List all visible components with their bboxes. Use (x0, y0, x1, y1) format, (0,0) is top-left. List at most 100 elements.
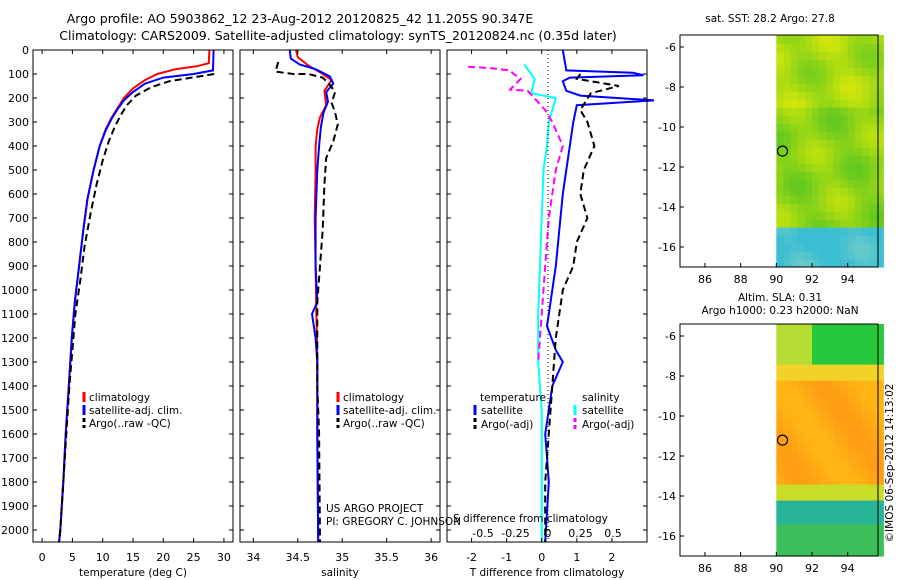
heatmap-cell (826, 404, 834, 413)
heatmap-cell (804, 396, 813, 405)
heatmap-cell (804, 508, 813, 517)
heatmap-cell (840, 115, 849, 124)
heatmap-cell (876, 324, 884, 333)
heatmap-cell (854, 540, 863, 549)
heatmap-cell (847, 259, 856, 268)
heatmap-cell (854, 404, 863, 413)
heatmap-cell (869, 155, 877, 164)
x-tick-label: 34 (246, 551, 260, 564)
heatmap-cell (812, 131, 820, 140)
legend-argo-label: Argo(..raw -QC) (343, 418, 425, 430)
heatmap-cell (840, 396, 849, 405)
heatmap-cell (833, 91, 842, 100)
heatmap-cell (869, 484, 877, 493)
heatmap-cell (804, 372, 813, 381)
heatmap-cell (847, 348, 856, 357)
heatmap-cell (861, 508, 870, 517)
heatmap-cell (840, 380, 849, 389)
heatmap-cell (819, 99, 827, 108)
heatmap-cell (819, 396, 827, 405)
heatmap-cell (819, 348, 827, 357)
salinity-x-label: salinity (321, 567, 359, 579)
heatmap-cell (819, 500, 827, 509)
heatmap-cell (819, 332, 827, 341)
heatmap-cell (847, 332, 856, 341)
heatmap-cell (819, 219, 827, 228)
heatmap-cell (869, 436, 877, 445)
heatmap-cell (854, 147, 863, 156)
latitude-tick-label: -14 (658, 201, 676, 214)
heatmap-cell (819, 163, 827, 172)
heatmap-cell (876, 404, 884, 413)
heatmap-cell (876, 500, 884, 509)
sst-heatmap (776, 35, 884, 268)
heatmap-cell (833, 324, 842, 333)
longitude-tick-label: 92 (805, 562, 819, 575)
heatmap-cell (861, 420, 870, 429)
heatmap-cell (819, 187, 827, 196)
heatmap-cell (790, 420, 799, 429)
heatmap-cell (797, 508, 806, 517)
heatmap-cell (854, 548, 863, 557)
heatmap-cell (812, 428, 820, 437)
temperature-legend: climatology satellite-adj. clim. Argo(..… (82, 392, 182, 430)
heatmap-cell (861, 235, 870, 244)
heatmap-cell (876, 91, 884, 100)
heatmap-cell (854, 115, 863, 124)
heatmap-cell (783, 356, 792, 365)
heatmap-cell (854, 524, 863, 533)
heatmap-cell (790, 484, 799, 493)
heatmap-cell (861, 540, 870, 549)
s-diff-tick-label: 0.5 (604, 527, 622, 540)
heatmap-cell (826, 67, 834, 76)
heatmap-cell (826, 195, 834, 204)
heatmap-cell (819, 548, 827, 557)
heatmap-cell (812, 179, 820, 188)
sst-map-panel: sat. SST: 28.2 Argo: 27.8 86 88 90 92 94 -6 -8… (658, 13, 884, 286)
heatmap-cell (783, 115, 792, 124)
heatmap-cell (783, 380, 792, 389)
heatmap-cell (854, 91, 863, 100)
depth-tick-label: 200 (8, 92, 29, 105)
heatmap-cell (783, 211, 792, 220)
heatmap-cell (797, 43, 806, 52)
heatmap-cell (854, 356, 863, 365)
x-tick-label: -2 (466, 551, 477, 564)
heatmap-cell (790, 516, 799, 525)
heatmap-cell (869, 332, 877, 341)
heatmap-cell (826, 243, 834, 252)
longitude-tick-label: 86 (698, 273, 712, 286)
heatmap-cell (804, 107, 813, 116)
heatmap-cell (819, 43, 827, 52)
heatmap-cell (804, 115, 813, 124)
heatmap-cell (854, 324, 863, 333)
heatmap-cell (847, 115, 856, 124)
heatmap-cell (826, 203, 834, 212)
heatmap-cell (819, 35, 827, 44)
heatmap-cell (804, 404, 813, 413)
heatmap-cell (776, 163, 784, 172)
heatmap-cell (861, 372, 870, 381)
heatmap-cell (797, 259, 806, 268)
heatmap-cell (840, 444, 849, 453)
heatmap-cell (812, 372, 820, 381)
heatmap-cell (876, 380, 884, 389)
heatmap-cell (797, 123, 806, 132)
heatmap-cell (876, 163, 884, 172)
heatmap-cell (776, 380, 784, 389)
heatmap-cell (826, 356, 834, 365)
heatmap-cell (876, 372, 884, 381)
heatmap-cell (840, 356, 849, 365)
heatmap-cell (776, 91, 784, 100)
heatmap-cell (861, 35, 870, 44)
heatmap-cell (861, 123, 870, 132)
heatmap-cell (833, 123, 842, 132)
heatmap-cell (812, 484, 820, 493)
heatmap-cell (812, 532, 820, 541)
heatmap-cell (854, 340, 863, 349)
heatmap-cell (812, 107, 820, 116)
heatmap-cell (797, 115, 806, 124)
heatmap-cell (847, 147, 856, 156)
heatmap-cell (869, 524, 877, 533)
heatmap-cell (826, 91, 834, 100)
